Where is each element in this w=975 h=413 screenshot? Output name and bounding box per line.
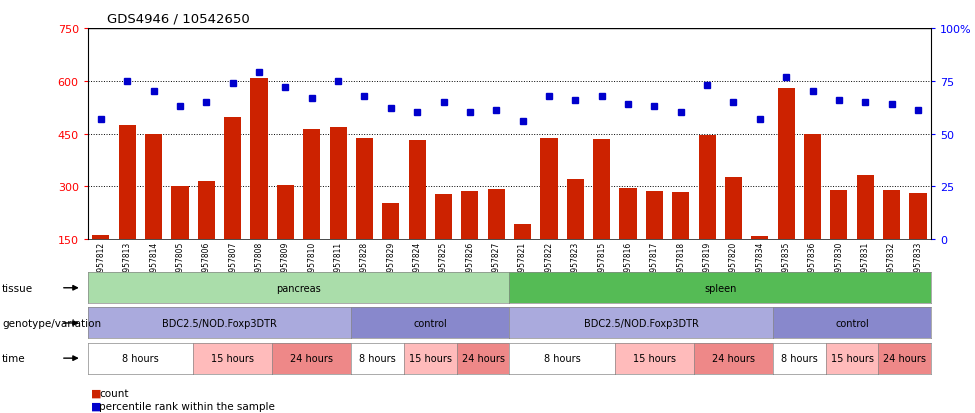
Bar: [303, 130, 321, 240]
Bar: [277, 185, 294, 240]
Bar: [857, 176, 874, 240]
Bar: [251, 79, 267, 240]
Bar: [910, 193, 926, 240]
Bar: [645, 192, 663, 240]
Bar: [619, 188, 637, 240]
Bar: [119, 126, 136, 240]
Text: 24 hours: 24 hours: [883, 353, 926, 363]
Text: 15 hours: 15 hours: [831, 353, 874, 363]
Text: ■: ■: [91, 388, 101, 398]
Text: BDC2.5/NOD.Foxp3DTR: BDC2.5/NOD.Foxp3DTR: [584, 318, 699, 328]
Bar: [198, 182, 214, 240]
Text: 8 hours: 8 hours: [122, 353, 159, 363]
Text: BDC2.5/NOD.Foxp3DTR: BDC2.5/NOD.Foxp3DTR: [162, 318, 277, 328]
Text: ■: ■: [91, 401, 101, 411]
Bar: [356, 139, 373, 240]
Text: tissue: tissue: [2, 283, 33, 293]
Text: 24 hours: 24 hours: [712, 353, 755, 363]
Bar: [698, 135, 716, 240]
Text: count: count: [99, 388, 129, 398]
Bar: [672, 193, 689, 240]
Bar: [566, 179, 584, 240]
Text: time: time: [2, 353, 25, 363]
Bar: [461, 192, 479, 240]
Bar: [831, 190, 847, 240]
Bar: [172, 186, 188, 240]
Bar: [145, 134, 162, 240]
Bar: [330, 127, 347, 240]
Text: pancreas: pancreas: [276, 283, 321, 293]
Bar: [593, 140, 610, 240]
Bar: [883, 190, 900, 240]
Text: 24 hours: 24 hours: [291, 353, 333, 363]
Text: control: control: [836, 318, 869, 328]
Bar: [488, 190, 505, 240]
Text: GDS4946 / 10542650: GDS4946 / 10542650: [107, 12, 250, 25]
Text: 24 hours: 24 hours: [461, 353, 505, 363]
Bar: [514, 224, 531, 240]
Bar: [804, 135, 821, 240]
Text: 8 hours: 8 hours: [359, 353, 396, 363]
Bar: [382, 204, 400, 240]
Bar: [724, 178, 742, 240]
Bar: [540, 139, 558, 240]
Text: 15 hours: 15 hours: [409, 353, 451, 363]
Text: 8 hours: 8 hours: [544, 353, 580, 363]
Text: spleen: spleen: [704, 283, 736, 293]
Text: percentile rank within the sample: percentile rank within the sample: [99, 401, 275, 411]
Text: 15 hours: 15 hours: [212, 353, 254, 363]
Text: control: control: [413, 318, 448, 328]
Bar: [93, 235, 109, 240]
Text: genotype/variation: genotype/variation: [2, 318, 101, 328]
Text: 8 hours: 8 hours: [781, 353, 818, 363]
Bar: [778, 89, 795, 240]
Text: 15 hours: 15 hours: [633, 353, 676, 363]
Bar: [409, 140, 426, 240]
Bar: [435, 195, 452, 240]
Bar: [224, 117, 241, 240]
Bar: [752, 237, 768, 240]
